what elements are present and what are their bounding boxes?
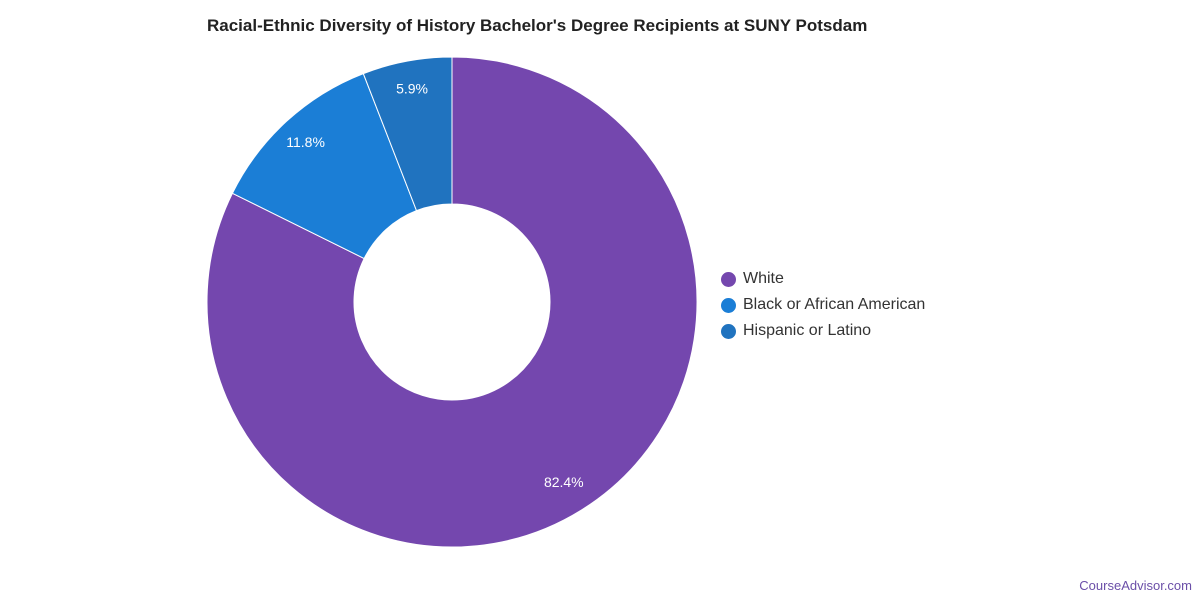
legend-swatch: [721, 297, 736, 313]
legend-item[interactable]: Hispanic or Latino: [721, 318, 925, 344]
slice-value-label: 5.9%: [396, 81, 428, 97]
donut-slice-hispanic-or-latino[interactable]: [362, 56, 453, 212]
slice-value-label: 82.4%: [544, 474, 584, 490]
chart-legend: White Black or African American Hispanic o…: [721, 266, 925, 344]
legend-label: White: [743, 270, 784, 287]
legend-swatch: [721, 271, 736, 287]
donut-slice-black-or-african-american[interactable]: [231, 72, 418, 260]
legend-item[interactable]: Black or African American: [721, 292, 925, 318]
legend-swatch: [721, 323, 736, 339]
slice-value-label: 11.8%: [286, 134, 325, 150]
donut-slice-white[interactable]: [206, 56, 698, 548]
source-credit[interactable]: CourseAdvisor.com: [1079, 578, 1192, 593]
chart-title: Racial-Ethnic Diversity of History Bache…: [207, 16, 868, 35]
legend-label: Black or African American: [743, 296, 926, 313]
legend-item[interactable]: White: [721, 266, 925, 292]
legend-label: Hispanic or Latino: [743, 322, 872, 339]
